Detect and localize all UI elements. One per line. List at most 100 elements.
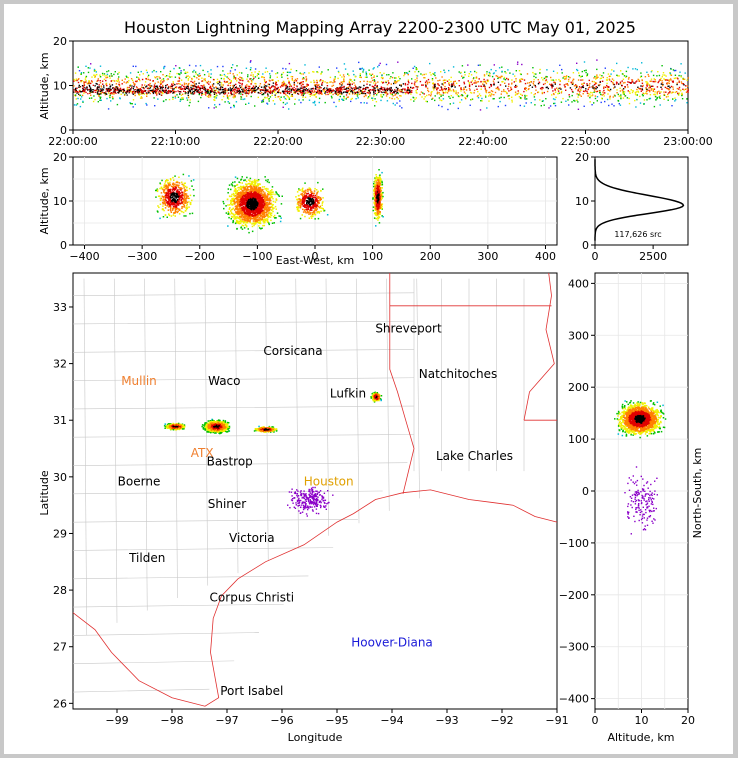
time-height-source [238,90,241,92]
time-height-source [449,89,451,91]
ew-source [258,218,260,220]
time-height-source [264,89,267,92]
time-height-source [485,82,488,85]
time-height-source [290,95,292,97]
time-height-source [158,92,160,94]
time-height-source [303,86,305,88]
time-height-source [299,89,302,92]
time-height-source [591,92,593,94]
ew-source [238,186,240,189]
time-height-source [452,84,454,86]
time-height-source [345,91,347,93]
time-height-source [230,67,233,69]
time-height-source [280,92,282,94]
time-height-source [257,86,259,89]
time-height-source [208,107,210,109]
time-height-source [570,88,573,91]
ew-source [252,212,254,215]
time-height-source [159,93,161,95]
time-height-source [570,81,572,84]
time-height-source [600,77,602,79]
time-height-source [316,86,318,88]
time-height-source [129,84,131,87]
ew-source [275,208,277,210]
ew-source [232,221,234,224]
ew-source [246,222,249,224]
time-height-source [174,83,176,86]
time-height-source [354,92,357,94]
time-height-source [138,94,140,96]
time-height-source [678,80,680,82]
time-height-source [293,86,295,89]
time-height-source [185,83,187,85]
time-height-source [272,82,275,84]
time-height-source [560,101,563,103]
time-height-source [481,97,483,100]
time-height-source [646,93,648,95]
time-height-source [341,93,343,95]
time-height-source [306,92,308,94]
time-height-source [316,92,318,94]
time-height-source [217,87,219,89]
time-height-source [484,88,486,90]
time-height-source [643,93,645,95]
time-height-source [285,94,287,96]
time-height-source [430,95,432,97]
time-height-source [254,68,257,70]
time-height-source [466,95,468,98]
time-height-source [360,76,362,79]
time-height-source [198,86,201,89]
time-height-source [593,91,595,93]
time-height-source [326,85,329,87]
ew-source [240,208,242,210]
time-height-source [271,94,273,96]
time-height-source [396,80,399,82]
time-height-source [164,75,167,78]
time-height-source [318,90,320,92]
time-height-source [132,91,135,93]
ew-source [252,206,255,209]
ew-source [271,204,274,207]
time-height-source [226,81,228,83]
time-height-source [646,84,648,86]
time-height-source [313,84,316,86]
time-height-source [312,71,314,73]
time-height-source [658,80,660,83]
time-height-source [608,104,610,107]
time-height-source [184,91,186,93]
time-height-source [183,84,186,86]
time-height-source [442,98,445,100]
time-height-source [283,81,285,83]
time-height-source [519,78,521,81]
ew-source [247,186,250,188]
time-height-source [448,90,450,92]
time-height-source [634,68,637,70]
time-height-source [639,102,642,104]
time-height-source [615,81,618,83]
time-height-source [287,88,289,90]
time-height-source [521,94,523,97]
time-height-source [97,90,99,93]
ew-source [249,198,251,200]
time-height-source [103,73,106,75]
time-height-source [389,88,391,90]
time-height-source [187,85,189,88]
time-height-source [363,102,365,104]
time-height-source [426,83,429,85]
time-height-source [595,88,597,90]
time-height-source [521,78,524,80]
ew-source [256,179,259,181]
ew-source [234,217,237,220]
time-height-source [657,71,659,73]
time-height-source [443,88,446,90]
time-height-source [533,78,535,81]
ew-source [261,204,263,207]
time-height-source [468,84,471,86]
time-height-source [466,94,469,97]
time-height-source [232,73,234,75]
time-height-source [158,76,160,78]
ew-source [262,220,264,223]
time-height-source [551,87,553,89]
time-height-source [94,69,97,72]
time-height-source [554,81,556,84]
